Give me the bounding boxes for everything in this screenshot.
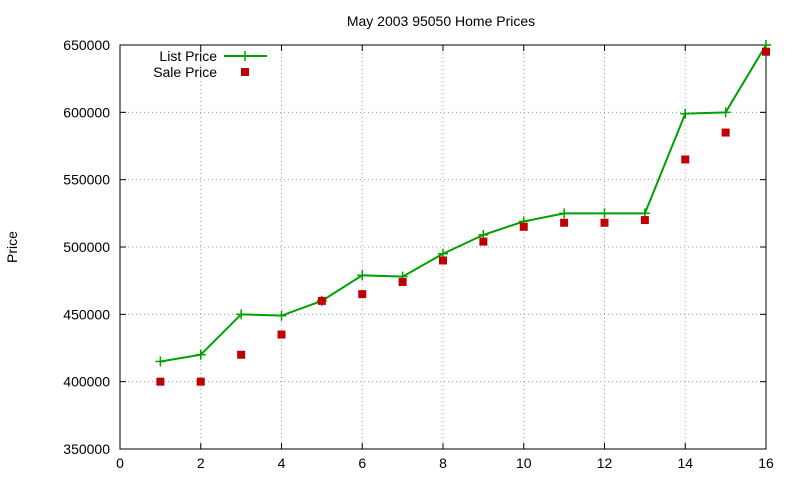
y-tick-label: 350000 <box>63 441 110 457</box>
sale-price-point <box>640 216 649 225</box>
grid-lines <box>120 45 766 449</box>
x-tick-label: 0 <box>116 455 124 471</box>
sale-price-point <box>600 218 609 227</box>
series-layer <box>155 40 771 386</box>
x-tick-label: 2 <box>197 455 205 471</box>
sale-price-point <box>519 222 528 231</box>
x-tick-label: 16 <box>758 455 774 471</box>
list-price-point <box>357 270 368 281</box>
list-price-point <box>720 107 731 118</box>
y-tick-label: 400000 <box>63 374 110 390</box>
list-price-point <box>680 108 691 119</box>
sale-price-point <box>479 237 488 246</box>
x-tick-label: 10 <box>516 455 532 471</box>
y-tick-label: 600000 <box>63 104 110 120</box>
list-price-point <box>599 208 610 219</box>
legend-square-marker <box>241 68 249 76</box>
sale-price-point <box>762 47 770 56</box>
list-price-point <box>559 208 570 219</box>
legend-label: Sale Price <box>153 64 217 80</box>
list-price-point <box>276 310 287 321</box>
y-tick-label: 500000 <box>63 239 110 255</box>
sale-price-point <box>721 128 730 137</box>
list-price-point <box>195 349 206 360</box>
list-price-line <box>160 44 767 363</box>
legend-plus-marker <box>240 51 250 61</box>
sale-price-point <box>196 377 205 386</box>
sale-price-point <box>439 256 447 265</box>
sale-price-point <box>398 278 407 287</box>
list-price-point <box>155 356 166 367</box>
sale-price-point <box>317 296 326 305</box>
axis-ticks: 0 2 4 6 8 10 12 14 16 350000 400000 450000 500000 550… <box>63 37 774 471</box>
legend-label: List Price <box>159 48 217 64</box>
sale-price-point <box>237 350 246 359</box>
y-tick-label: 550000 <box>63 172 110 188</box>
chart-title: May 2003 95050 Home Prices <box>347 13 535 29</box>
sale-price-point <box>560 218 569 227</box>
series-sale-price <box>156 47 770 386</box>
y-tick-label: 450000 <box>63 306 110 322</box>
x-tick-label: 4 <box>278 455 286 471</box>
sale-price-point <box>358 290 367 299</box>
sale-price-point <box>277 330 286 339</box>
x-tick-label: 8 <box>439 455 447 471</box>
y-tick-label: 650000 <box>63 37 110 53</box>
x-tick-label: 14 <box>677 455 693 471</box>
sale-price-point <box>156 377 165 386</box>
series-list-price <box>155 40 771 367</box>
x-tick-label: 6 <box>358 455 366 471</box>
sale-price-point <box>681 155 690 164</box>
list-price-point <box>236 309 247 320</box>
x-tick-label: 12 <box>597 455 613 471</box>
y-axis-label: Price <box>4 231 20 263</box>
